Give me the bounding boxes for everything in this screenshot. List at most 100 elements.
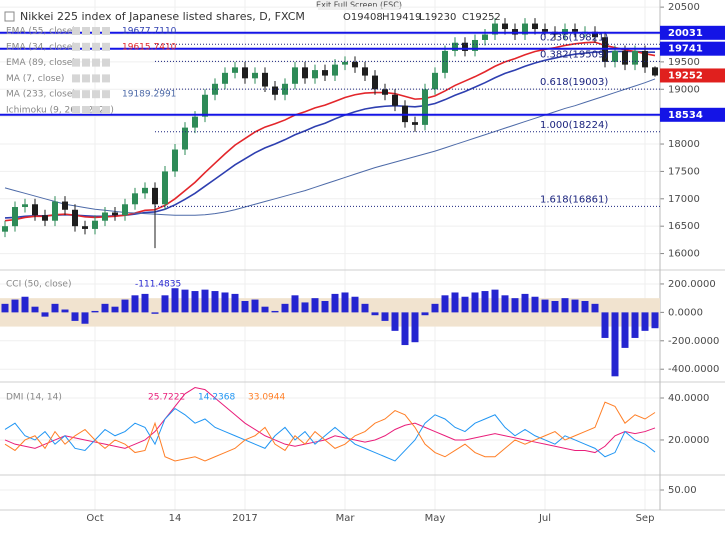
candle-body: [192, 116, 198, 128]
legend-button[interactable]: [72, 90, 80, 99]
legend-button[interactable]: [72, 58, 80, 67]
legend-button[interactable]: [72, 27, 80, 35]
price-label: 20031: [668, 28, 703, 39]
candle-body: [302, 67, 308, 79]
candle-body: [562, 29, 568, 35]
y-tick-label: 16000: [668, 249, 700, 260]
candle-body: [312, 70, 318, 79]
cci-bar: [281, 303, 289, 313]
legend-button[interactable]: [92, 58, 100, 67]
cci-bar: [501, 295, 509, 313]
ohlc-value: O19408: [343, 12, 383, 23]
cci-bar: [141, 293, 149, 313]
last-price-box: [660, 68, 725, 83]
legend-button[interactable]: [82, 90, 90, 99]
dmi-line: [4, 386, 656, 454]
ohlc-value: H19419: [382, 12, 421, 23]
cci-bar: [81, 312, 89, 324]
price-box: [660, 107, 725, 122]
y-tick-label: 20500: [668, 2, 700, 13]
cci-bar: [201, 289, 209, 313]
cci-bar: [561, 298, 569, 313]
legend-button[interactable]: [92, 90, 100, 99]
candle-body: [342, 61, 348, 65]
x-tick-label: Sep: [636, 513, 655, 524]
legend-button[interactable]: [82, 106, 90, 114]
cci-bar: [651, 312, 659, 329]
legend-button[interactable]: [72, 106, 80, 114]
legend-button[interactable]: [72, 74, 80, 83]
cci-bar: [31, 306, 39, 313]
legend-button[interactable]: [102, 74, 110, 83]
cci-bar: [451, 292, 459, 313]
candle-body: [532, 23, 538, 30]
legend-button[interactable]: [82, 74, 90, 83]
candle-body: [362, 67, 368, 76]
y-tick-label: 200.0000: [668, 279, 716, 290]
y-tick-label: 19000: [668, 84, 700, 95]
cci-bar: [121, 299, 129, 313]
dmi-line: [4, 401, 656, 462]
legend-button[interactable]: [102, 106, 110, 114]
legend-button[interactable]: [92, 106, 100, 114]
exit-fullscreen-box[interactable]: [318, 0, 400, 10]
cci-bar: [261, 306, 269, 313]
candle-body: [632, 50, 638, 65]
legend-button[interactable]: [92, 42, 100, 51]
y-tick-label: -200.0000: [668, 336, 719, 347]
candle-body: [292, 67, 298, 84]
legend-name: Ichimoku (9, 26, 52, 26): [6, 106, 114, 116]
cci-bar: [51, 303, 59, 313]
dmi-line: [4, 407, 656, 462]
ohlc-value: C19252: [462, 12, 501, 23]
cci-bar: [381, 312, 389, 321]
cci-bar: [461, 296, 469, 313]
cci-bar: [441, 295, 449, 313]
y-tick-label: 40.0000: [668, 393, 709, 404]
cci-bar: [171, 288, 179, 313]
candle-body: [142, 187, 148, 194]
y-tick-label: 16500: [668, 221, 700, 232]
candle-body: [162, 171, 168, 205]
legend-button[interactable]: [82, 58, 90, 67]
legend-button[interactable]: [92, 74, 100, 83]
legend-name: EMA (89, close): [6, 58, 76, 68]
cci-bar: [421, 312, 429, 316]
candle-body: [352, 61, 358, 68]
legend-button[interactable]: [102, 90, 110, 99]
cci-bar: [321, 301, 329, 313]
y-tick-label: 50.00: [668, 485, 697, 496]
candle-body: [652, 67, 658, 76]
cci-bar: [481, 291, 489, 313]
legend-button[interactable]: [102, 42, 110, 51]
fib-label: 1.000(18224): [540, 120, 608, 131]
collapse-button: [4, 11, 15, 22]
exit-fullscreen[interactable]: Exit Full Screen (ESC): [316, 1, 402, 10]
candle-body: [322, 70, 328, 76]
legend-button[interactable]: [102, 27, 110, 35]
cci-bar: [131, 295, 139, 313]
cci-bar: [571, 299, 579, 313]
legend-button[interactable]: [82, 27, 90, 35]
cci-bar: [581, 301, 589, 313]
candle-body: [22, 204, 28, 208]
candle-body: [382, 89, 388, 95]
legend-button[interactable]: [92, 27, 100, 35]
cci-bar: [431, 303, 439, 313]
price-box: [660, 41, 725, 56]
legend-button[interactable]: [102, 58, 110, 67]
legend-button[interactable]: [82, 42, 90, 51]
cci-bar: [91, 310, 99, 313]
candle-body: [2, 226, 8, 232]
candle-body: [502, 23, 508, 30]
candle-body: [622, 50, 628, 65]
cci-bar: [401, 312, 409, 346]
y-tick-label: 17500: [668, 166, 700, 177]
cci-bar: [41, 312, 49, 317]
cci-bar: [61, 309, 69, 313]
legend-button[interactable]: [72, 42, 80, 51]
candle-body: [332, 64, 338, 76]
legend-value: 19189.2991: [122, 90, 176, 100]
candle-body: [82, 226, 88, 229]
cci-bar: [341, 292, 349, 313]
